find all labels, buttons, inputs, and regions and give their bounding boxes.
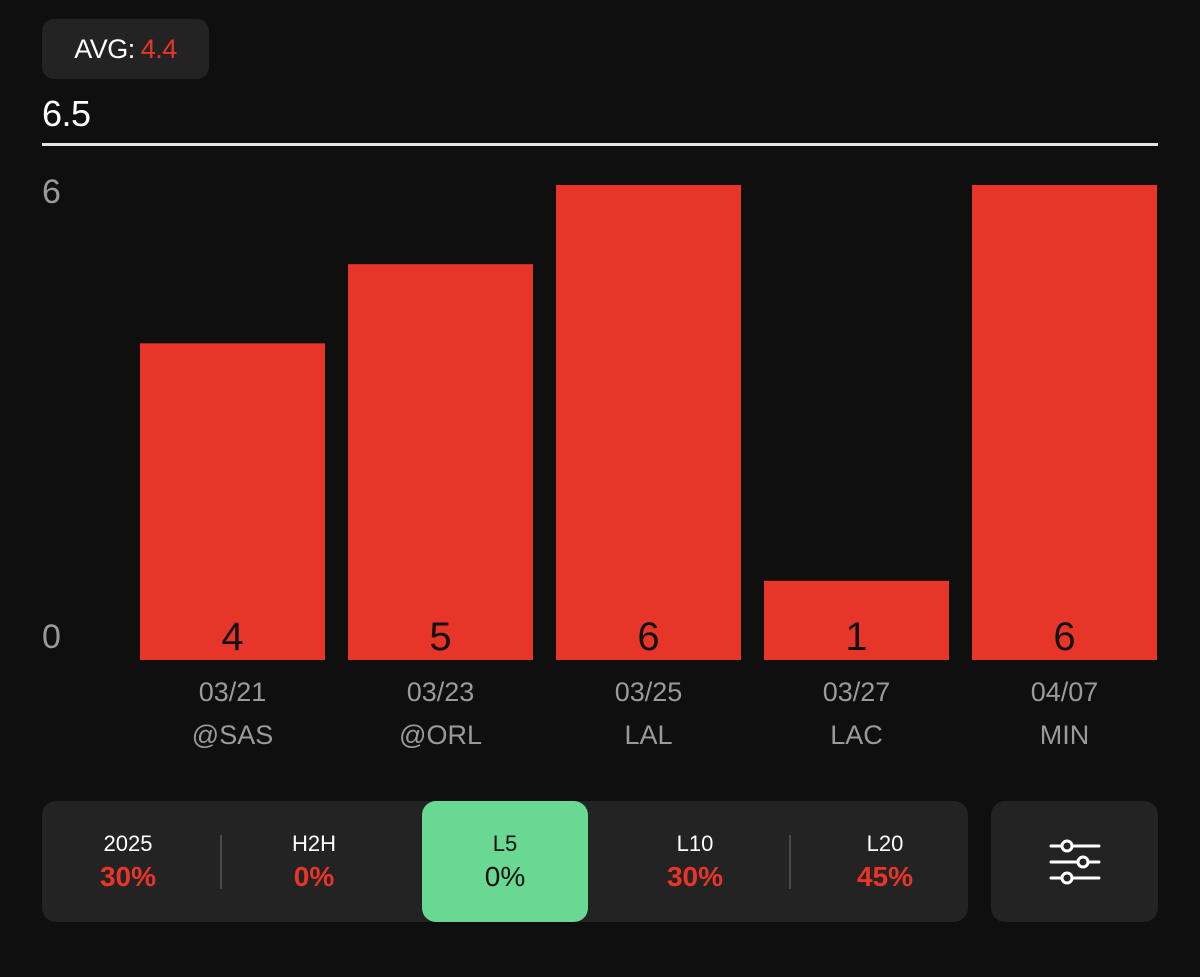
bar	[348, 264, 533, 660]
x-tick-opponent: @SAS	[192, 720, 273, 750]
x-tick-opponent: MIN	[1040, 720, 1090, 750]
tab-h2h[interactable]: H2H 0%	[228, 801, 400, 922]
tab-hit-rate: 45%	[856, 860, 914, 892]
tab-label: L5	[492, 830, 518, 856]
tab-hit-rate: 30%	[99, 860, 157, 892]
y-tick-label: 0	[42, 618, 61, 656]
tab-2025[interactable]: 2025 30%	[42, 801, 214, 922]
bar-value-label: 1	[845, 615, 867, 659]
bar-value-label: 5	[429, 615, 451, 659]
bar	[764, 580, 949, 660]
tab-label: 2025	[103, 830, 153, 856]
y-tick-label: 6	[42, 173, 61, 211]
average-label: AVG:	[74, 33, 135, 64]
x-tick-date: 03/27	[823, 677, 891, 707]
tab-label: H2H	[291, 830, 336, 856]
bar	[140, 343, 325, 660]
reference-line	[42, 143, 1158, 146]
x-tick-opponent: LAL	[624, 720, 672, 750]
bar-value-label: 4	[221, 615, 243, 659]
x-tick-date: 03/23	[407, 677, 475, 707]
sliders-icon	[1049, 839, 1100, 884]
tab-divider	[220, 835, 222, 889]
tab-hit-rate: 0%	[484, 860, 526, 892]
x-tick-opponent: LAC	[830, 720, 883, 750]
settings-button[interactable]	[991, 801, 1158, 922]
average-badge: AVG: 4.4	[42, 19, 209, 79]
tab-l5[interactable]: L5 0%	[422, 801, 588, 922]
bar-chart: 0 6 4 03/21 @SAS 5 03/23 @ORL 6 03/25 LAL 1 03/27 LAC…	[42, 173, 1157, 750]
x-tick-date: 03/21	[199, 677, 267, 707]
x-tick-opponent: @ORL	[399, 720, 482, 750]
tab-hit-rate: 0%	[293, 860, 335, 892]
x-tick-date: 03/25	[615, 677, 683, 707]
line-value: 6.5	[42, 93, 91, 134]
tab-hit-rate: 30%	[666, 860, 724, 892]
tab-label: L20	[866, 830, 904, 856]
tab-l10[interactable]: L10 30%	[610, 801, 780, 922]
tab-divider	[789, 835, 791, 889]
bar-value-label: 6	[1053, 615, 1075, 659]
average-value: 4.4	[140, 33, 178, 64]
x-tick-date: 04/07	[1031, 677, 1099, 707]
bar-value-label: 6	[637, 615, 659, 659]
tab-l20[interactable]: L20 45%	[800, 801, 970, 922]
tab-label: L10	[676, 830, 714, 856]
filter-tab-bar: 2025 30% H2H 0% L5 0% L10 30% L20 45%	[42, 801, 968, 922]
bar	[972, 185, 1157, 660]
bar	[556, 185, 741, 660]
